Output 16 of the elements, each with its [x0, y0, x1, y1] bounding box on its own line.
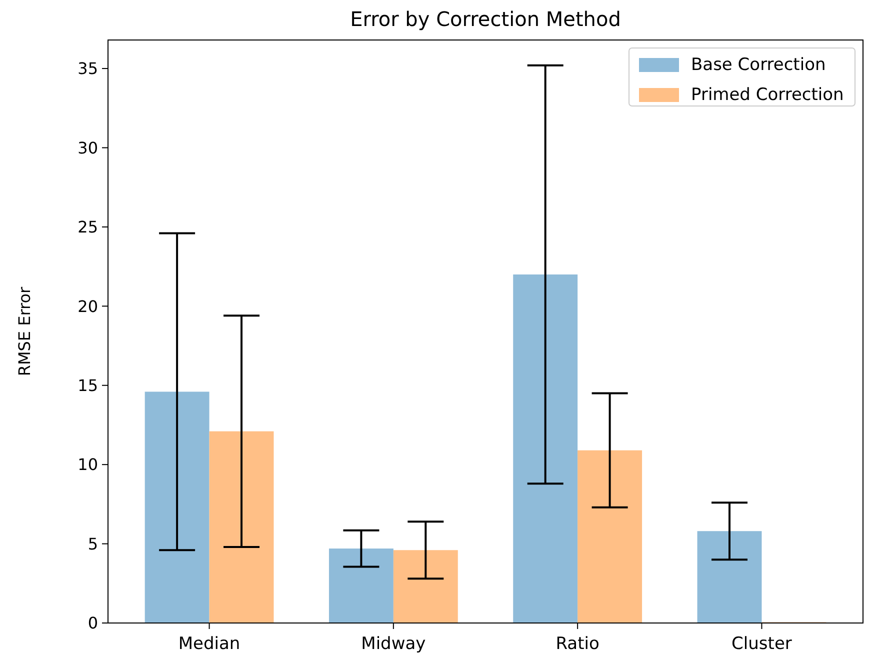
y-tick-label: 0	[88, 614, 98, 633]
x-tick-label: Cluster	[732, 634, 792, 654]
legend-label: Primed Correction	[691, 85, 844, 105]
y-tick-label: 15	[78, 376, 98, 395]
x-tick-label: Ratio	[556, 634, 600, 654]
y-tick-label: 10	[78, 455, 98, 474]
y-tick-label: 20	[78, 296, 98, 316]
x-tick-label: Midway	[361, 634, 426, 654]
legend-label: Base Correction	[691, 55, 826, 75]
x-tick-label: Median	[178, 634, 240, 654]
y-tick-label: 30	[78, 138, 98, 158]
y-tick-label: 5	[88, 534, 98, 554]
y-tick-label: 25	[78, 218, 98, 237]
y-axis-title: RMSE Error	[15, 286, 34, 376]
chart-title: Error by Correction Method	[350, 7, 621, 31]
y-tick-label: 35	[78, 59, 98, 78]
